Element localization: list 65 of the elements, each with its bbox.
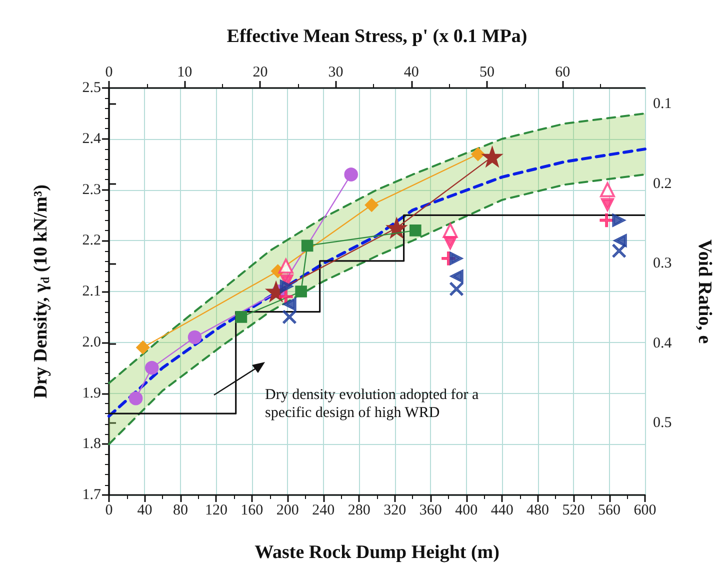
y-tick-label: 2.5 xyxy=(82,80,101,96)
line-series xyxy=(108,112,646,384)
point xyxy=(278,290,293,304)
point xyxy=(450,282,464,296)
x-tick-label: 80 xyxy=(172,502,188,518)
x-tick-label: 520 xyxy=(562,502,585,518)
x-tick-label: 40 xyxy=(137,502,152,518)
point xyxy=(144,360,159,375)
annotation: Dry density evolution adopted for a specific design of high WRD xyxy=(265,387,482,421)
point xyxy=(278,258,294,274)
x2-axis-title: Effective Mean Stress, p' (x 0.1 MPa) xyxy=(226,26,528,47)
y-tick-label: 1.7 xyxy=(82,487,102,503)
y2-tick-label: 0.2 xyxy=(653,176,672,192)
point xyxy=(344,168,358,182)
x-tick-label: 480 xyxy=(526,502,550,518)
x2-tick-label: 20 xyxy=(252,64,268,80)
point xyxy=(410,224,422,236)
x2-tick-label: 40 xyxy=(404,64,419,80)
point xyxy=(364,198,379,212)
y2-tick-label: 0.4 xyxy=(653,335,672,352)
point xyxy=(136,340,150,354)
line-series xyxy=(108,173,646,446)
y-tick-label: 2.0 xyxy=(82,334,101,350)
x-axis-title: Waste Rock Dump Height (m) xyxy=(254,542,500,563)
x-tick-label: 600 xyxy=(634,502,656,518)
x2-tick-label: 50 xyxy=(479,64,494,80)
point xyxy=(282,310,296,324)
point xyxy=(301,240,314,252)
point xyxy=(295,286,307,298)
point xyxy=(600,182,615,198)
point xyxy=(471,147,485,162)
x-tick-label: 400 xyxy=(455,502,478,518)
x2-tick-label: 10 xyxy=(177,64,192,80)
x-tick-label: 200 xyxy=(276,502,299,518)
x-tick-label: 560 xyxy=(598,502,621,518)
x-tick-label: 0 xyxy=(105,502,113,518)
y2-tick-label: 0.1 xyxy=(653,96,672,112)
y-tick-label: 2.3 xyxy=(82,182,101,198)
x2-tick-label: 60 xyxy=(555,64,570,80)
x-tick-label: 360 xyxy=(419,502,442,518)
x-tick-label: 440 xyxy=(490,502,514,518)
point xyxy=(600,213,614,228)
y-tick-label: 2.2 xyxy=(82,232,101,249)
y-tick-label: 1.8 xyxy=(82,436,101,452)
point xyxy=(612,244,626,258)
x2-tick-label: 30 xyxy=(328,64,344,80)
y-tick-label: 2.4 xyxy=(82,130,102,147)
point xyxy=(128,391,143,406)
y-axis-title: Dry Density, γd (10 kN/m³) xyxy=(30,184,52,398)
x-tick-label: 240 xyxy=(312,502,335,518)
point xyxy=(482,146,503,168)
x-tick-label: 120 xyxy=(204,502,228,518)
y2-axis-title: Void Ratio, e xyxy=(694,239,715,344)
y-tick-label: 1.9 xyxy=(82,385,101,402)
point xyxy=(442,222,458,238)
x-tick-label: 160 xyxy=(240,502,264,518)
y2-tick-label: 0.5 xyxy=(653,415,672,432)
y2-tick-label: 0.3 xyxy=(653,256,672,272)
x-tick-label: 320 xyxy=(384,502,406,518)
point xyxy=(235,311,248,323)
point xyxy=(386,218,408,238)
y-tick-label: 2.1 xyxy=(82,284,101,300)
x-tick-label: 280 xyxy=(348,502,370,518)
x2-tick-label: 0 xyxy=(105,64,113,80)
point xyxy=(188,330,202,344)
